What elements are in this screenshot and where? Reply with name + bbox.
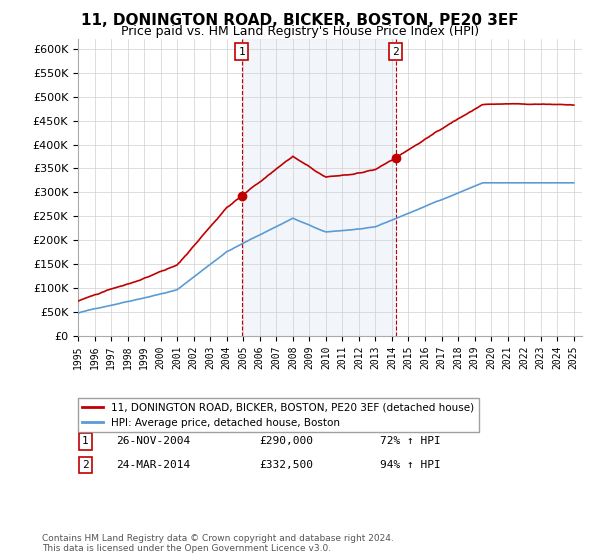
Text: Contains HM Land Registry data © Crown copyright and database right 2024.
This d: Contains HM Land Registry data © Crown c… xyxy=(42,534,394,553)
Text: 2: 2 xyxy=(392,46,399,57)
Text: £290,000: £290,000 xyxy=(259,436,313,446)
Text: 24-MAR-2014: 24-MAR-2014 xyxy=(116,460,190,470)
Text: £332,500: £332,500 xyxy=(259,460,313,470)
Text: 2: 2 xyxy=(82,460,89,470)
Text: 72% ↑ HPI: 72% ↑ HPI xyxy=(380,436,441,446)
Text: 94% ↑ HPI: 94% ↑ HPI xyxy=(380,460,441,470)
Text: 1: 1 xyxy=(82,436,89,446)
Text: 26-NOV-2004: 26-NOV-2004 xyxy=(116,436,190,446)
Text: Price paid vs. HM Land Registry's House Price Index (HPI): Price paid vs. HM Land Registry's House … xyxy=(121,25,479,38)
Bar xyxy=(242,39,396,336)
Text: 11, DONINGTON ROAD, BICKER, BOSTON, PE20 3EF: 11, DONINGTON ROAD, BICKER, BOSTON, PE20… xyxy=(81,13,519,29)
Text: 1: 1 xyxy=(238,46,245,57)
Legend: 11, DONINGTON ROAD, BICKER, BOSTON, PE20 3EF (detached house), HPI: Average pric: 11, DONINGTON ROAD, BICKER, BOSTON, PE20… xyxy=(78,398,479,432)
